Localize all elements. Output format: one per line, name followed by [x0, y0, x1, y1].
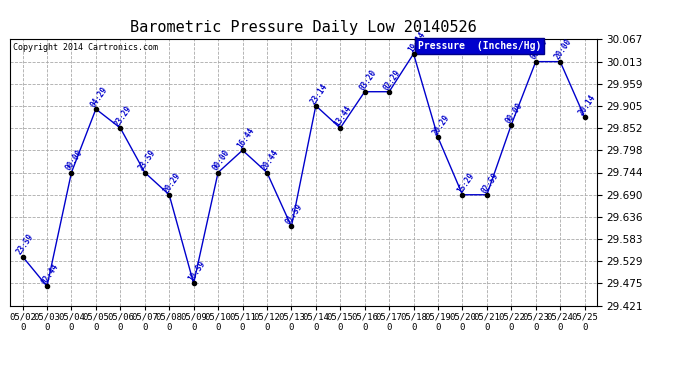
- Text: 01:59: 01:59: [284, 202, 305, 226]
- Text: Pressure  (Inches/Hg): Pressure (Inches/Hg): [418, 41, 542, 51]
- Text: 04:29: 04:29: [88, 85, 109, 109]
- Text: 19:14: 19:14: [406, 30, 427, 54]
- Text: 00:00: 00:00: [210, 148, 231, 172]
- Title: Barometric Pressure Daily Low 20140526: Barometric Pressure Daily Low 20140526: [130, 20, 477, 35]
- Text: 20:29: 20:29: [162, 171, 182, 195]
- Text: 20:14: 20:14: [578, 93, 598, 117]
- Text: 03:20: 03:20: [357, 68, 378, 92]
- Text: 23:59: 23:59: [15, 232, 36, 256]
- Text: 20:00: 20:00: [553, 38, 573, 62]
- Text: 00:00: 00:00: [504, 100, 524, 125]
- Text: 02:44: 02:44: [39, 262, 60, 286]
- Text: 00:00: 00:00: [64, 148, 85, 172]
- Text: 23:14: 23:14: [308, 82, 329, 106]
- Text: 16:44: 16:44: [235, 126, 256, 150]
- Text: 13:44: 13:44: [333, 104, 353, 128]
- Text: 10:59: 10:59: [186, 259, 207, 284]
- Text: 02:29: 02:29: [382, 68, 402, 92]
- Text: 20:44: 20:44: [259, 148, 280, 172]
- Text: 23:29: 23:29: [113, 104, 134, 128]
- Text: 23:59: 23:59: [137, 148, 158, 172]
- Text: Copyright 2014 Cartronics.com: Copyright 2014 Cartronics.com: [13, 44, 158, 52]
- Text: 20:29: 20:29: [431, 113, 451, 138]
- Text: 02:59: 02:59: [480, 171, 500, 195]
- Text: 15:29: 15:29: [455, 171, 475, 195]
- Text: 00:00: 00:00: [529, 38, 549, 62]
